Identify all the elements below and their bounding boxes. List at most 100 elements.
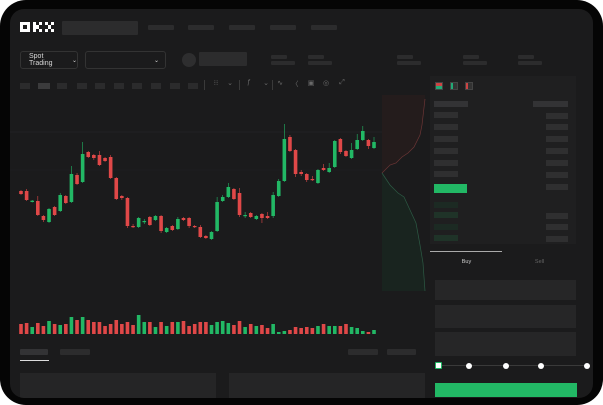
ask-amount: [546, 136, 568, 142]
candle-body: [164, 228, 169, 232]
volume-bar: [120, 324, 124, 334]
nav-item[interactable]: [188, 25, 214, 30]
volume-bar: [338, 326, 343, 334]
volume-bar: [327, 326, 331, 334]
percent-slider-handle[interactable]: [435, 362, 442, 369]
line-icon[interactable]: ∿: [277, 80, 283, 87]
buy-submit-button[interactable]: [435, 383, 577, 397]
ask-amount: [546, 184, 568, 190]
book-both-icon[interactable]: [435, 82, 443, 90]
volume-bar: [355, 328, 359, 334]
buy-tab-underline: [430, 251, 502, 252]
okx-logo[interactable]: [20, 22, 57, 32]
timeframe-button[interactable]: [77, 83, 87, 89]
tab-order-history[interactable]: [60, 349, 90, 355]
depth-chart[interactable]: [380, 95, 428, 291]
nav-item[interactable]: [270, 25, 296, 30]
book-header-price: [434, 101, 468, 107]
price-input[interactable]: [435, 280, 576, 300]
filter-button[interactable]: [387, 349, 416, 355]
candle-body: [366, 140, 371, 146]
candle-body: [58, 195, 63, 211]
search-placeholder[interactable]: [62, 21, 138, 35]
bid-amount: [546, 236, 568, 242]
timeframe-button[interactable]: [114, 83, 124, 89]
slider-mark-75[interactable]: [538, 363, 544, 369]
timeframe-button[interactable]: [57, 83, 67, 89]
volume-bar: [125, 322, 130, 334]
timeframe-button[interactable]: [95, 83, 105, 89]
volume-bar: [254, 326, 259, 334]
candle-body: [114, 178, 119, 199]
slider-mark-100[interactable]: [584, 363, 590, 369]
market-type-label: Spot Trading: [29, 53, 53, 67]
candle-body: [248, 213, 253, 217]
candle-body: [181, 218, 186, 220]
timeframe-button-active[interactable]: [38, 83, 50, 89]
volume-bar: [192, 324, 197, 334]
pair-select[interactable]: ⌄: [85, 51, 166, 69]
tab-sell[interactable]: Sell: [534, 259, 545, 265]
volume-bar: [80, 317, 85, 334]
tab-open-orders[interactable]: [20, 349, 48, 355]
timeframe-button[interactable]: [151, 83, 161, 89]
volume-bar: [349, 327, 354, 334]
volume-bar: [271, 324, 275, 334]
volume-bar: [142, 322, 147, 334]
book-asks-icon[interactable]: [465, 82, 473, 90]
candle-body: [187, 218, 191, 226]
percent-slider-track[interactable]: [440, 365, 590, 366]
volume-bar: [260, 325, 264, 334]
volume-bar: [187, 326, 191, 334]
trade-tabs: Buy Sell: [430, 253, 576, 275]
ask-amount: [546, 160, 568, 166]
candle-body: [355, 140, 359, 149]
book-bids-icon[interactable]: [450, 82, 458, 90]
total-input[interactable]: [435, 332, 576, 356]
bid-price: [434, 235, 458, 241]
candles-icon[interactable]: ⁝⁝: [213, 80, 219, 87]
volume-bar: [69, 317, 74, 334]
filter-button[interactable]: [348, 349, 378, 355]
market-type-select[interactable]: Spot Trading ⌄: [20, 51, 78, 69]
candlestick-chart[interactable]: [10, 94, 382, 334]
candle-body: [321, 168, 326, 170]
ask-price: [434, 171, 458, 177]
active-tab-underline: [20, 360, 49, 361]
volume-bar: [304, 327, 309, 334]
app-screen: Spot Trading ⌄ ⌄ ⁝⁝ ⌄ ƒ ⌄ ∿ 〈 ▣ ◎ ⤢: [10, 9, 593, 398]
expand-icon[interactable]: ⤢: [339, 79, 345, 86]
candle-body: [215, 202, 219, 231]
chevron-down-icon: ⌄: [71, 57, 77, 64]
slider-mark-50[interactable]: [503, 363, 509, 369]
candle-body: [360, 131, 365, 140]
bid-price: [434, 224, 458, 230]
volume-bar: [19, 324, 23, 334]
candle-body: [226, 187, 231, 197]
volume-bar: [181, 321, 186, 334]
indicator-icon[interactable]: ƒ: [247, 79, 251, 86]
settings-icon[interactable]: ◎: [322, 80, 330, 87]
candle-body: [41, 216, 46, 220]
candle-body: [131, 226, 135, 228]
slider-mark-25[interactable]: [466, 363, 472, 369]
nav-item[interactable]: [229, 25, 255, 30]
ruler-icon[interactable]: 〈: [291, 81, 299, 88]
amount-input[interactable]: [435, 305, 576, 328]
timeframe-button[interactable]: [170, 83, 180, 89]
chevron-down-icon[interactable]: ⌄: [263, 80, 269, 87]
camera-icon[interactable]: ▣: [307, 80, 315, 87]
candle-body: [243, 215, 247, 217]
candle-body: [232, 189, 236, 199]
tab-buy[interactable]: Buy: [461, 259, 472, 265]
bid-price: [434, 202, 458, 208]
timeframe-button[interactable]: [188, 83, 198, 89]
nav-item[interactable]: [148, 25, 174, 30]
volume-bar: [204, 322, 208, 334]
nav-item[interactable]: [311, 25, 337, 30]
ask-amount: [546, 172, 568, 178]
timeframe-button[interactable]: [20, 83, 30, 89]
timeframe-button[interactable]: [132, 83, 142, 89]
volume-bar: [97, 322, 102, 334]
chevron-down-icon[interactable]: ⌄: [227, 80, 233, 87]
